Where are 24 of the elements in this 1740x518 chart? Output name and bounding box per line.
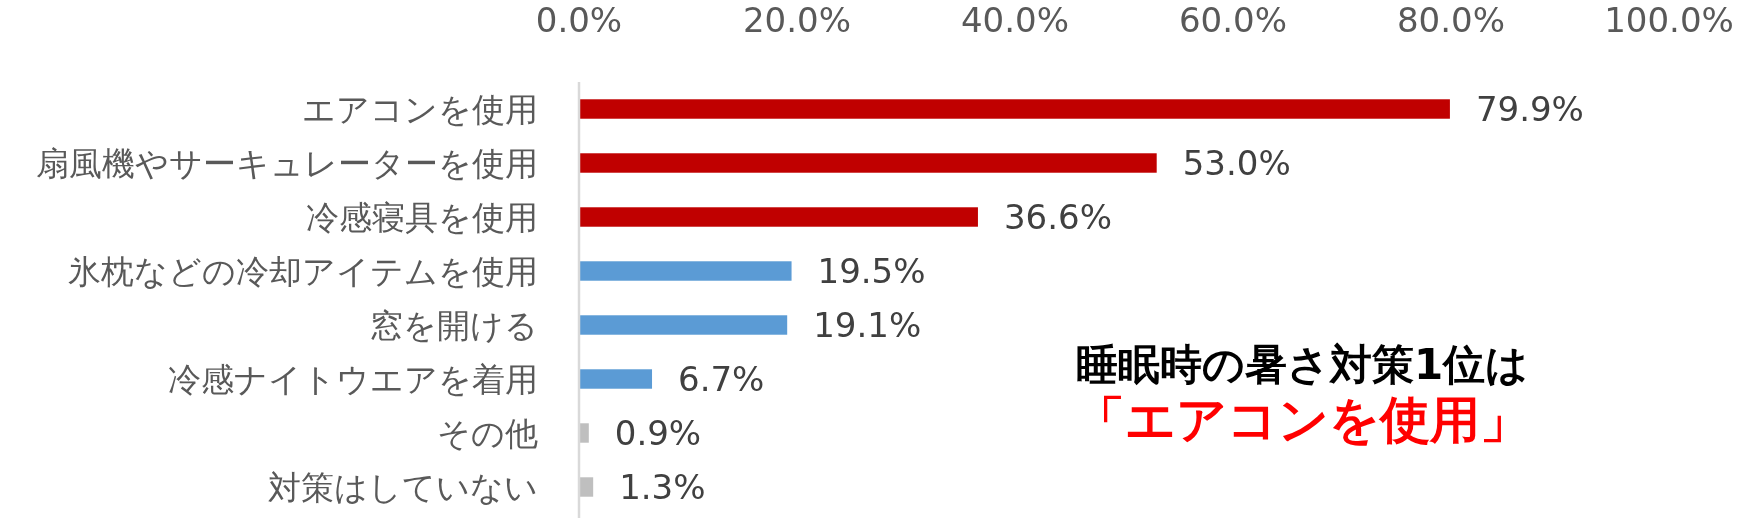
x-tick-label: 40.0% [960, 0, 1070, 40]
x-tick-label: 100.0% [1604, 0, 1734, 40]
y-tick-label: エアコンを使用 [302, 90, 538, 129]
data-label: 19.5% [817, 251, 926, 291]
annotation: 睡眠時の暑さ対策1位は [1075, 340, 1529, 389]
data-label: 0.9% [614, 413, 702, 453]
data-label: 79.9% [1475, 89, 1584, 129]
y-tick-label: 扇風機やサーキュレーターを使用 [36, 144, 538, 183]
data-label: 19.1% [813, 305, 922, 345]
data-label: 53.0% [1182, 143, 1291, 183]
x-tick-label: 20.0% [742, 0, 852, 40]
y-tick-label: 氷枕などの冷却アイテムを使用 [68, 252, 538, 291]
x-tick-label: 0.0% [535, 0, 623, 40]
y-tick-label: 対策はしていない [268, 468, 538, 507]
data-label: 36.6% [1003, 197, 1112, 237]
y-tick-label: 冷感寝具を使用 [306, 198, 538, 237]
x-tick-label: 60.0% [1178, 0, 1288, 40]
annotation: 「エアコンを使用」 [1074, 391, 1530, 449]
y-tick-label: その他 [437, 414, 538, 453]
y-tick-label: 窓を開ける [370, 306, 538, 345]
data-label: 6.7% [678, 359, 765, 399]
x-tick-label: 80.0% [1396, 0, 1506, 40]
data-label: 1.3% [619, 467, 706, 507]
y-tick-label: 冷感ナイトウエアを着用 [168, 360, 538, 399]
